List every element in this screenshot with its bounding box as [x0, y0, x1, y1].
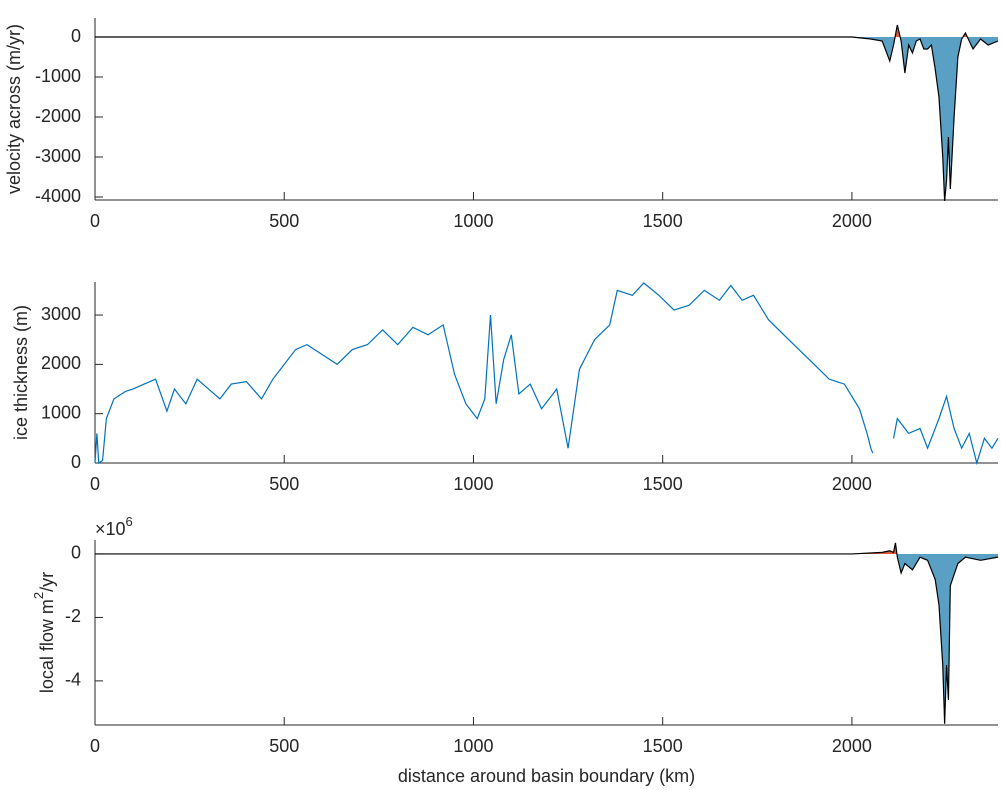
x-tick-label: 1500: [643, 211, 683, 231]
x-tick-label: 1000: [453, 474, 493, 494]
y-tick-label: -2000: [35, 106, 81, 126]
y-tick-label: 1000: [41, 402, 81, 422]
y-axis-label: ice thickness (m): [11, 305, 31, 440]
y-axis-label-tail: /yr: [37, 572, 57, 592]
x-tick-label: 2000: [832, 736, 872, 756]
x-tick-label: 0: [90, 211, 100, 231]
y-axis-label-text: velocity across (m/yr): [4, 24, 24, 194]
line: [95, 542, 999, 724]
y-exponent: ×106: [95, 514, 133, 538]
y-tick-label: 2000: [41, 353, 81, 373]
x-tick-label: 2000: [832, 211, 872, 231]
x-tick-label: 1000: [453, 736, 493, 756]
y-exponent-power: 6: [126, 514, 133, 529]
x-tick-label: 1500: [643, 474, 683, 494]
y-tick-label: -4000: [35, 186, 81, 206]
y-tick-label: 0: [71, 452, 81, 472]
y-tick-label: -1000: [35, 66, 81, 86]
x-axis-label: distance around basin boundary (km): [398, 766, 695, 786]
x-tick-label: 500: [269, 474, 299, 494]
y-tick-label: -3000: [35, 146, 81, 166]
y-axis-label: velocity across (m/yr): [4, 24, 24, 194]
area-positive: [95, 542, 998, 554]
y-exponent-base: ×10: [95, 519, 126, 539]
y-tick-label: -4: [65, 670, 81, 690]
x-tick-label: 1000: [453, 211, 493, 231]
x-tick-label: 500: [269, 736, 299, 756]
area-negative: [95, 37, 998, 201]
x-tick-label: 1500: [643, 736, 683, 756]
area-negative: [896, 553, 998, 724]
x-tick-label: 0: [90, 736, 100, 756]
y-axis-label: local flow m2/yr: [31, 572, 56, 693]
x-tick-label: 500: [269, 211, 299, 231]
y-axis-label-sup: 2: [31, 592, 46, 599]
y-axis-label-text: local flow m: [37, 599, 57, 693]
x-tick-label: 0: [90, 474, 100, 494]
line: [95, 24, 999, 202]
area-positive: [95, 25, 998, 37]
y-tick-label: 0: [71, 543, 81, 563]
y-tick-label: -2: [65, 606, 81, 626]
y-axis-label-text: ice thickness (m): [11, 305, 31, 440]
y-tick-label: 3000: [41, 304, 81, 324]
x-tick-label: 2000: [832, 474, 872, 494]
line: [94, 282, 999, 466]
y-tick-label: 0: [71, 26, 81, 46]
